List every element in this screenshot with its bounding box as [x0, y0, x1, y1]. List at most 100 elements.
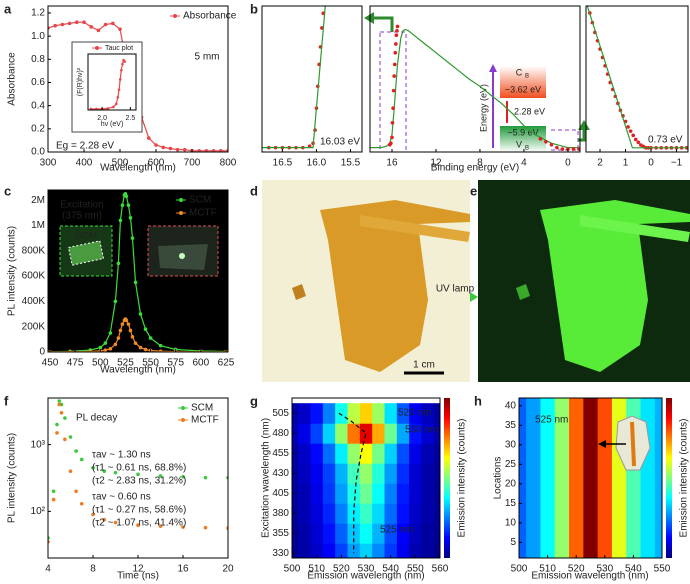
data-point: [102, 469, 107, 473]
x-tick-label: 8: [90, 564, 96, 575]
x-tick-label: 520: [568, 564, 585, 575]
data-point: [57, 402, 62, 407]
heat-cell: [292, 463, 299, 484]
data-point: [124, 318, 129, 323]
data-point: [549, 142, 554, 147]
data-point: [114, 102, 118, 106]
data-point: [175, 147, 180, 152]
data-point: [79, 501, 84, 506]
heat-cell: [433, 403, 440, 424]
y-tick-label: 400K: [22, 296, 46, 307]
inset-arrow-head: [598, 440, 606, 448]
heat-cell: [359, 543, 373, 558]
arrow: [372, 16, 394, 32]
heat-cell: [292, 543, 299, 558]
x-tick-label: 450: [42, 358, 59, 369]
data-point: [143, 327, 148, 332]
x-tick-label: 550: [142, 358, 159, 369]
plot-frame: [585, 5, 689, 153]
data-point: [154, 143, 158, 147]
data-point: [555, 145, 559, 150]
data-point: [117, 88, 121, 91]
data-point: [168, 146, 173, 151]
data-point: [116, 336, 121, 340]
annotation: (375 nm): [62, 211, 102, 222]
heat-cell: [292, 523, 299, 544]
heat-cell: [347, 423, 361, 444]
data-point: [88, 349, 93, 352]
heat-cell: [372, 523, 385, 544]
y-tick-label: 1M: [31, 220, 45, 231]
heat-cell: [372, 543, 385, 558]
heat-cell: [322, 423, 336, 444]
heat-cell: [310, 403, 324, 424]
heat-column: [540, 398, 556, 558]
x-tick-label: 500: [92, 358, 109, 369]
legend-label: SCM: [191, 403, 213, 414]
heat-cell: [335, 443, 348, 464]
heat-column: [583, 398, 599, 558]
x-tick-label: 0: [648, 158, 654, 169]
x-axis-label: Time (ns): [117, 571, 159, 582]
x-tick-label: 500: [112, 158, 129, 169]
data-point: [113, 299, 118, 304]
heat-cell: [396, 423, 410, 444]
heat-cell: [396, 503, 410, 524]
data-point: [197, 149, 201, 152]
x-tick-label: 525: [117, 358, 134, 369]
y-tick-label: 0: [39, 347, 45, 358]
heat-cell: [322, 403, 336, 424]
data-point: [538, 137, 543, 141]
plot-area: [586, 6, 688, 150]
y-tick-label: 15: [505, 498, 517, 509]
data-point: [103, 22, 108, 27]
heat-cell: [421, 463, 435, 484]
data-point: [391, 106, 395, 110]
x-tick-label: 1: [623, 158, 629, 169]
data-point: [60, 22, 65, 27]
y-tick-label: 0.6: [31, 77, 45, 88]
vb-symbol: V: [516, 139, 522, 149]
panel-letter: c: [4, 183, 11, 198]
y-tick-label: 405: [272, 488, 289, 499]
plot-frame: [47, 5, 229, 153]
data-point: [118, 218, 123, 223]
data-point: [51, 497, 56, 502]
data-point: [161, 145, 165, 150]
x-axis-label: Wavelength (nm): [100, 365, 176, 376]
annotation: 530 nm: [405, 425, 438, 436]
heat-cell: [409, 543, 422, 558]
heat-cell: [421, 503, 435, 524]
y-axis-label: PL intensity (counts): [7, 433, 18, 523]
arrow-head: [578, 120, 590, 130]
y-axis-label: PL intensity (counts): [7, 226, 18, 316]
x-axis-label: Binding energy (eV): [431, 163, 519, 174]
zoom-box: [379, 31, 407, 153]
annotation: (τ2 ~ 1.07 ns, 41.4%): [92, 518, 186, 529]
y-tick-label: 1.2: [31, 8, 45, 19]
y-tick-label: 455: [272, 448, 289, 459]
data-point: [91, 512, 95, 517]
heat-cell: [310, 483, 324, 504]
crystal-glow: [540, 200, 690, 372]
heat-cell: [322, 543, 336, 558]
plot-frame: [518, 397, 663, 559]
y-axis-label: Locations: [493, 457, 504, 500]
data-point: [181, 525, 185, 529]
heat-cell: [433, 483, 440, 504]
x-tick-label: 575: [167, 358, 184, 369]
plot-area: [370, 24, 580, 151]
heat-cell: [396, 483, 410, 504]
annotation: 0.73 eV: [648, 135, 683, 146]
panel-letter: e: [470, 183, 477, 198]
data-point: [133, 280, 138, 285]
data-point: [138, 345, 143, 350]
data-point: [389, 141, 393, 146]
x-tick-label: 500: [511, 564, 528, 575]
heat-cell: [384, 503, 398, 524]
heat-cell: [310, 443, 324, 464]
x-tick-label: 300: [40, 158, 57, 169]
y-tick-label: 40: [505, 400, 517, 411]
crystal-strip: [360, 215, 470, 242]
y-tick-label: 430: [272, 468, 289, 479]
